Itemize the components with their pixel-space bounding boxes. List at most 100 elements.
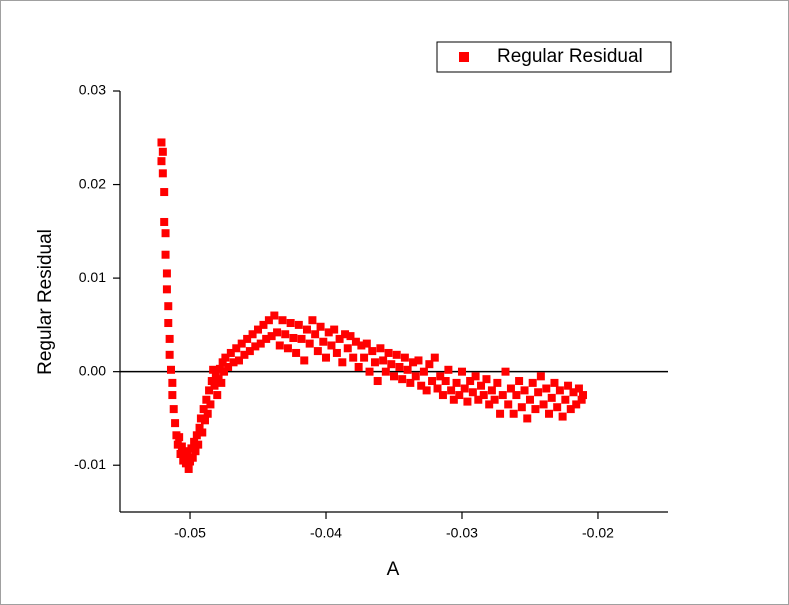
- point: [351, 337, 360, 346]
- point: [346, 332, 355, 341]
- point: [311, 330, 320, 339]
- point: [183, 451, 192, 460]
- point: [270, 311, 279, 320]
- point: [338, 358, 347, 367]
- point: [165, 334, 174, 343]
- point: [273, 328, 282, 337]
- point: [362, 339, 371, 348]
- point: [370, 358, 379, 367]
- point: [523, 414, 532, 423]
- point: [452, 378, 461, 387]
- y-tick-label: -0.01: [74, 456, 106, 472]
- point: [308, 316, 317, 325]
- point: [477, 381, 486, 390]
- point: [365, 367, 374, 376]
- point: [217, 378, 226, 387]
- point: [206, 400, 215, 409]
- point: [468, 388, 477, 397]
- point: [286, 319, 295, 328]
- x-tick-label: -0.02: [582, 525, 614, 541]
- point: [539, 400, 548, 409]
- point: [209, 365, 218, 374]
- point: [493, 378, 502, 387]
- point: [343, 344, 352, 353]
- point: [577, 395, 586, 404]
- point: [392, 350, 401, 359]
- point: [482, 375, 491, 384]
- point: [558, 412, 567, 421]
- point: [463, 397, 472, 406]
- point: [173, 440, 182, 449]
- point: [220, 367, 229, 376]
- x-tick-label: -0.05: [174, 525, 206, 541]
- point: [319, 337, 328, 346]
- point: [256, 339, 265, 348]
- point: [165, 350, 174, 359]
- point: [515, 377, 524, 386]
- point: [485, 400, 494, 409]
- point: [414, 356, 423, 365]
- point: [243, 334, 252, 343]
- point: [354, 362, 363, 371]
- point: [199, 405, 208, 414]
- point: [158, 147, 167, 156]
- point: [229, 358, 238, 367]
- point: [411, 372, 420, 381]
- point: [180, 447, 189, 456]
- point: [428, 377, 437, 386]
- point: [373, 377, 382, 386]
- point: [196, 414, 205, 423]
- point: [158, 169, 167, 178]
- point: [207, 377, 216, 386]
- point: [283, 344, 292, 353]
- point: [248, 330, 257, 339]
- point: [168, 378, 177, 387]
- point: [251, 342, 260, 351]
- y-tick-label: 0.00: [79, 362, 106, 378]
- point: [205, 386, 214, 395]
- point: [267, 332, 276, 341]
- point: [264, 316, 273, 325]
- point: [536, 372, 545, 381]
- point: [262, 334, 271, 343]
- point: [305, 339, 314, 348]
- legend-marker: [459, 52, 469, 62]
- point: [498, 391, 507, 400]
- point: [438, 391, 447, 400]
- point: [213, 391, 222, 400]
- x-tick-label: -0.04: [310, 525, 342, 541]
- point: [297, 334, 306, 343]
- y-tick-label: 0.03: [79, 82, 106, 98]
- point: [259, 320, 268, 329]
- point: [512, 391, 521, 400]
- point: [479, 391, 488, 400]
- point: [330, 325, 339, 334]
- point: [390, 372, 398, 381]
- point: [187, 444, 196, 453]
- point: [302, 325, 311, 334]
- point: [160, 188, 169, 197]
- point: [161, 250, 170, 259]
- point: [460, 384, 469, 393]
- point: [294, 320, 303, 329]
- point: [360, 353, 369, 362]
- point: [419, 367, 428, 376]
- point: [324, 328, 333, 337]
- point: [457, 367, 466, 376]
- point: [190, 437, 199, 446]
- point: [191, 447, 200, 456]
- point: [387, 360, 396, 369]
- point: [550, 378, 559, 387]
- point: [278, 316, 287, 325]
- point: [504, 400, 513, 409]
- point: [240, 350, 249, 359]
- point: [202, 395, 211, 404]
- point: [169, 405, 178, 414]
- point: [162, 285, 171, 294]
- point: [430, 353, 439, 362]
- point: [332, 348, 341, 357]
- point: [316, 322, 325, 331]
- point: [409, 358, 418, 367]
- point: [417, 381, 426, 390]
- point: [525, 395, 534, 404]
